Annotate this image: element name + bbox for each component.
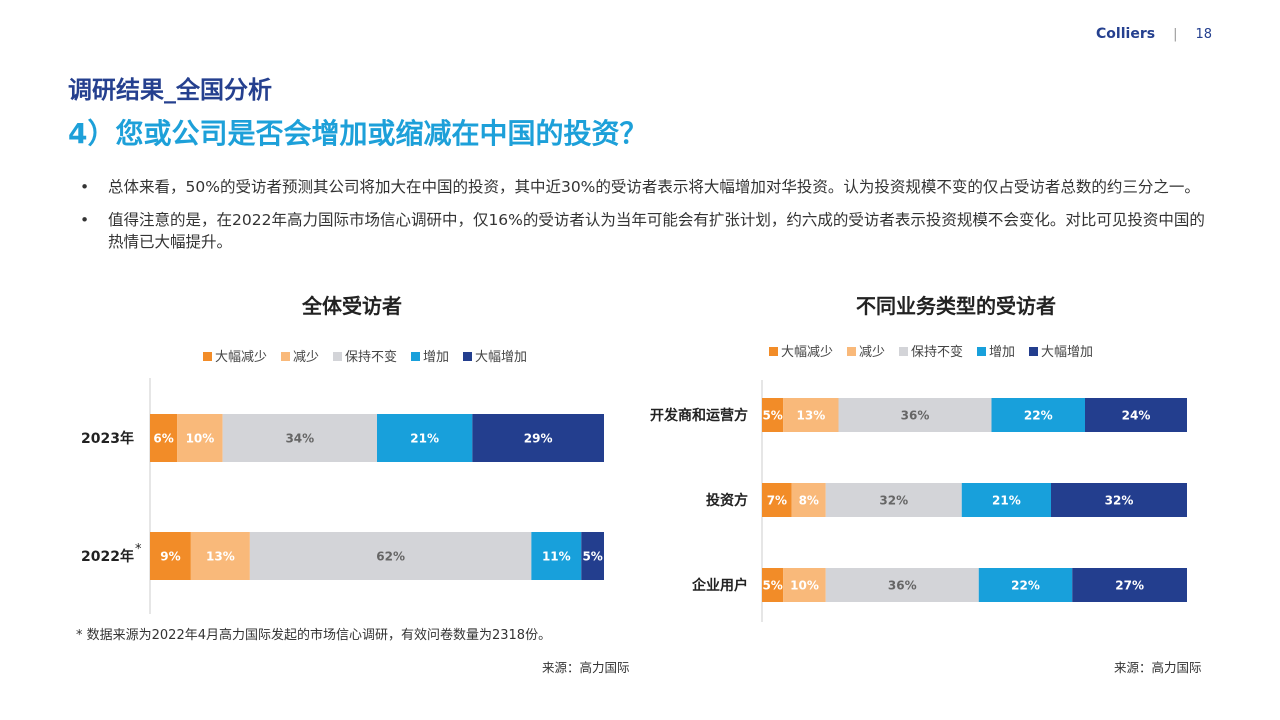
- bar-segment: [961, 483, 1051, 517]
- data-label: 5%: [582, 550, 602, 564]
- bullet-marker: •: [80, 178, 90, 196]
- bar-segment: [531, 532, 582, 580]
- data-label: 34%: [285, 432, 314, 446]
- data-label: 13%: [206, 550, 235, 564]
- bar-segment: [762, 483, 792, 517]
- bar-segment: [762, 398, 784, 432]
- data-label: 11%: [542, 550, 571, 564]
- data-label: 13%: [797, 409, 826, 423]
- bar-segment: [783, 398, 839, 432]
- legend-swatch: [899, 347, 908, 356]
- data-label: 10%: [790, 579, 819, 593]
- data-label: 32%: [879, 494, 908, 508]
- bullet-text: 值得注意的是，在2022年高力国际市场信心调研中，仅16%的受访者认为当年可能会…: [108, 211, 1205, 251]
- legend-label: 增加: [989, 345, 1015, 360]
- bar-segment: [783, 568, 826, 602]
- legend-label: 减少: [293, 350, 319, 365]
- legend-swatch: [977, 347, 986, 356]
- bar-segment: [825, 483, 962, 517]
- category-footnote-mark: *: [135, 542, 142, 557]
- bar-segment: [581, 532, 604, 580]
- data-label: 24%: [1122, 409, 1151, 423]
- page-header: Colliers | 18: [1096, 26, 1212, 42]
- bar-segment: [222, 414, 377, 462]
- category-label: 投资方: [706, 492, 748, 509]
- bullet-item: • 值得注意的是，在2022年高力国际市场信心调研中，仅16%的受访者认为当年可…: [80, 209, 1210, 253]
- legend-label: 减少: [859, 345, 885, 360]
- legend-swatch: [203, 352, 212, 361]
- bar-segment: [991, 398, 1085, 432]
- data-label: 32%: [1105, 494, 1134, 508]
- bar-segment: [190, 532, 250, 580]
- data-label: 22%: [1024, 409, 1053, 423]
- data-label: 6%: [153, 432, 173, 446]
- legend-swatch: [847, 347, 856, 356]
- legend-label: 大幅增加: [1041, 345, 1093, 360]
- legend-swatch: [411, 352, 420, 361]
- source-right: 来源：高力国际: [1114, 660, 1202, 675]
- legend-label: 保持不变: [345, 349, 397, 365]
- data-label: 10%: [186, 432, 215, 446]
- chart-title: 不同业务类型的受访者: [856, 294, 1056, 318]
- bar-segment: [838, 398, 992, 432]
- data-label: 21%: [992, 494, 1021, 508]
- data-label: 36%: [888, 579, 917, 593]
- legend-label: 大幅减少: [215, 350, 267, 365]
- legend-label: 大幅减少: [781, 345, 833, 360]
- data-label: 22%: [1011, 579, 1040, 593]
- data-label: 5%: [762, 409, 782, 423]
- data-label: 29%: [524, 432, 553, 446]
- data-label: 5%: [762, 579, 782, 593]
- footnote: * 数据来源为2022年4月高力国际发起的市场信心调研，有效问卷数量为2318份…: [76, 628, 552, 643]
- category-label: 开发商和运营方: [650, 407, 748, 424]
- bar-segment: [249, 532, 532, 580]
- bar-segment: [762, 568, 784, 602]
- bar-segment: [150, 414, 178, 462]
- data-label: 21%: [410, 432, 439, 446]
- data-label: 8%: [799, 494, 819, 508]
- bullet-text: 总体来看，50%的受访者预测其公司将加大在中国的投资，其中近30%的受访者表示将…: [108, 178, 1200, 196]
- bar-segment: [177, 414, 223, 462]
- bar-segment: [978, 568, 1073, 602]
- brand-logo: Colliers: [1096, 26, 1156, 42]
- legend-label: 保持不变: [911, 344, 963, 360]
- section-title: 调研结果_全国分析: [68, 76, 272, 104]
- bullet-marker: •: [80, 211, 90, 229]
- bar-segment: [1072, 568, 1187, 602]
- bullet-item: • 总体来看，50%的受访者预测其公司将加大在中国的投资，其中近30%的受访者表…: [80, 176, 1210, 198]
- page-title: 4）您或公司是否会增加或缩减在中国的投资？: [68, 117, 648, 150]
- category-label: 企业用户: [691, 577, 748, 594]
- data-label: 36%: [901, 409, 930, 423]
- page-number: 18: [1195, 26, 1212, 42]
- category-label: 2023年: [81, 430, 134, 447]
- bar-segment: [791, 483, 826, 517]
- bar-segment: [1085, 398, 1187, 432]
- source-left: 来源：高力国际: [542, 660, 630, 675]
- bullet-list: • 总体来看，50%的受访者预测其公司将加大在中国的投资，其中近30%的受访者表…: [80, 176, 1210, 264]
- legend-swatch: [281, 352, 290, 361]
- bar-segment: [377, 414, 473, 462]
- legend-swatch: [769, 347, 778, 356]
- chart-title: 全体受访者: [301, 294, 402, 318]
- legend-swatch: [1029, 347, 1038, 356]
- legend-swatch: [333, 352, 342, 361]
- data-label: 7%: [767, 494, 787, 508]
- header-separator: |: [1173, 26, 1178, 42]
- legend-label: 增加: [423, 350, 449, 365]
- bar-segment: [472, 414, 604, 462]
- bar-segment: [825, 568, 979, 602]
- bar-segment: [150, 532, 191, 580]
- legend-swatch: [463, 352, 472, 361]
- bar-segment: [1051, 483, 1187, 517]
- data-label: 9%: [160, 550, 180, 564]
- data-label: 27%: [1115, 579, 1144, 593]
- category-label: 2022年: [81, 548, 134, 565]
- data-label: 62%: [376, 550, 405, 564]
- legend-label: 大幅增加: [475, 350, 527, 365]
